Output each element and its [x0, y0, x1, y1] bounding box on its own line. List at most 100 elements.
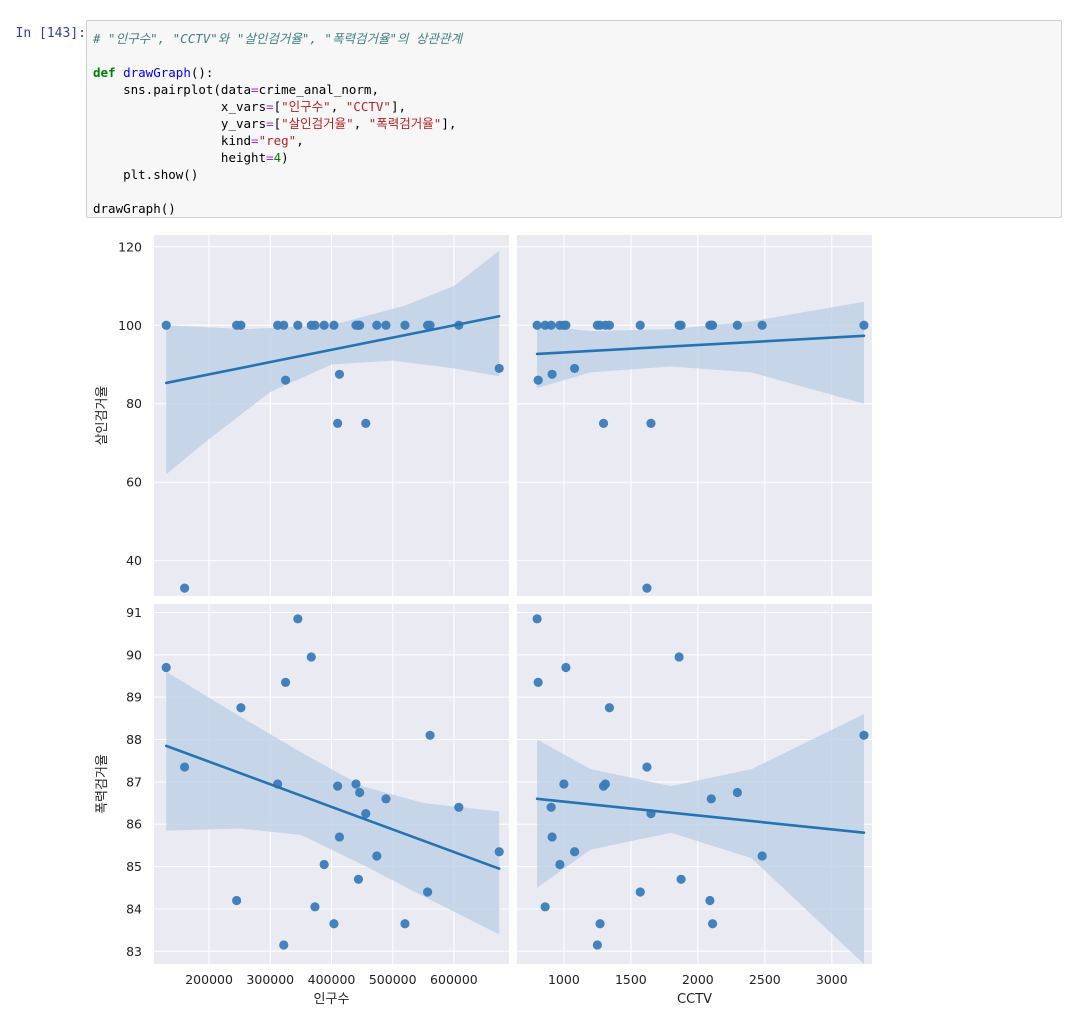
y-tick-label: 40: [126, 553, 142, 568]
data-point: [676, 320, 686, 330]
y-axis-label: 살인검거율: [95, 386, 110, 446]
cell-prompt: In [143]:: [15, 26, 86, 41]
data-point: [646, 418, 656, 428]
data-point: [635, 320, 645, 330]
y-tick-label: 60: [126, 475, 142, 490]
data-point: [547, 832, 557, 842]
data-point: [454, 802, 464, 812]
y-tick-label: 85: [126, 859, 142, 874]
x-tick-label: 2500: [749, 972, 781, 987]
y-tick-label: 89: [126, 690, 142, 705]
x-tick-label: 3000: [816, 972, 848, 987]
data-point: [361, 809, 371, 819]
data-point: [546, 802, 556, 812]
data-point: [351, 779, 361, 789]
data-point: [180, 583, 190, 593]
data-point: [635, 887, 645, 897]
data-point: [561, 662, 571, 673]
data-point: [561, 320, 571, 330]
regression-line: [535, 797, 866, 835]
data-point: [592, 940, 602, 950]
y-tick-label: 120: [118, 239, 142, 254]
data-point: [333, 781, 343, 791]
data-point: [310, 902, 320, 912]
x-tick-label: 2000: [682, 972, 714, 987]
y-tick-label: 86: [126, 817, 142, 832]
code-cell-input[interactable]: # "인구수", "CCTV"와 "살인검거율", "폭력검거율"의 상관관계 …: [86, 20, 1062, 218]
code-comment: # "인구수", "CCTV"와 "살인검거율", "폭력검거율"의 상관관계: [93, 31, 463, 46]
data-point: [293, 614, 303, 624]
data-point: [705, 895, 715, 906]
data-point: [236, 320, 246, 330]
x-tick-label: 200000: [185, 972, 233, 987]
code-editor[interactable]: # "인구수", "CCTV"와 "살인검거율", "폭력검거율"의 상관관계 …: [87, 21, 1061, 226]
data-point: [361, 418, 371, 428]
data-point: [425, 730, 435, 740]
x-axis-label: 인구수: [314, 992, 350, 1007]
regression-line: [535, 334, 866, 356]
data-point: [319, 320, 329, 330]
data-point: [353, 874, 364, 884]
data-point: [706, 794, 716, 804]
confidence-band: [166, 671, 500, 935]
data-point: [559, 779, 569, 789]
data-point: [236, 703, 246, 713]
code-line-def: def drawGraph():: [93, 65, 214, 80]
data-point: [180, 762, 190, 772]
data-point: [547, 369, 557, 379]
data-point: [422, 887, 433, 897]
data-point: [381, 794, 391, 804]
data-point: [732, 320, 742, 330]
pairplot-figure: 40 60 80 100 120 83 84 85 86 87 88 89 90 91 200000 3000…: [95, 235, 872, 1007]
y-tick-label: 90: [126, 647, 142, 662]
x-axis-label: CCTV: [677, 992, 712, 1007]
regression-line: [164, 314, 501, 385]
data-point: [570, 363, 580, 374]
y-tick-label: 83: [126, 944, 142, 959]
data-point: [598, 418, 609, 428]
data-point: [757, 320, 767, 330]
data-point: [642, 583, 652, 593]
data-point: [293, 320, 303, 330]
data-point: [279, 940, 289, 950]
data-point: [532, 614, 542, 624]
data-point: [494, 363, 504, 374]
x-tick-label: 1500: [615, 972, 647, 987]
data-point: [570, 847, 580, 857]
confidence-band: [537, 301, 864, 404]
data-point: [555, 859, 565, 870]
panel-0-1: [517, 235, 872, 596]
data-point: [757, 851, 767, 861]
data-point: [400, 320, 410, 330]
data-point: [600, 779, 611, 789]
code-line: y_vars=["살인검거율", "폭력검거율"],: [93, 116, 457, 131]
data-point: [494, 847, 504, 857]
y-axis-label: 폭력검거율: [95, 754, 110, 814]
data-point: [642, 762, 652, 772]
code-line: kind="reg",: [93, 133, 304, 148]
data-point: [604, 703, 615, 713]
data-point: [306, 652, 316, 662]
x-tick-label: 1000: [548, 972, 580, 987]
data-point: [372, 320, 382, 330]
data-point: [232, 895, 242, 906]
code-line: sns.pairplot(data=crime_anal_norm,: [93, 82, 379, 97]
panel-background: [517, 235, 872, 596]
y-tick-label: 84: [126, 901, 142, 916]
data-point: [333, 418, 343, 428]
data-point: [676, 874, 686, 884]
y-tick-label: 100: [118, 318, 142, 333]
x-tick-label: 600000: [430, 972, 478, 987]
data-point: [400, 919, 410, 929]
data-point: [372, 851, 382, 861]
y-tick-label: 91: [126, 605, 142, 620]
data-point: [540, 902, 550, 912]
data-point: [381, 320, 391, 330]
y-tick-label: 80: [126, 396, 142, 411]
data-point: [161, 320, 171, 330]
data-point: [161, 662, 171, 673]
panel-1-0: 83 84 85 86 87 88 89 90 91 200000 300000 400000 5000…: [126, 604, 509, 987]
panel-0-0: 40 60 80 100 120: [118, 235, 509, 596]
data-point: [425, 320, 435, 330]
data-point: [546, 320, 556, 330]
